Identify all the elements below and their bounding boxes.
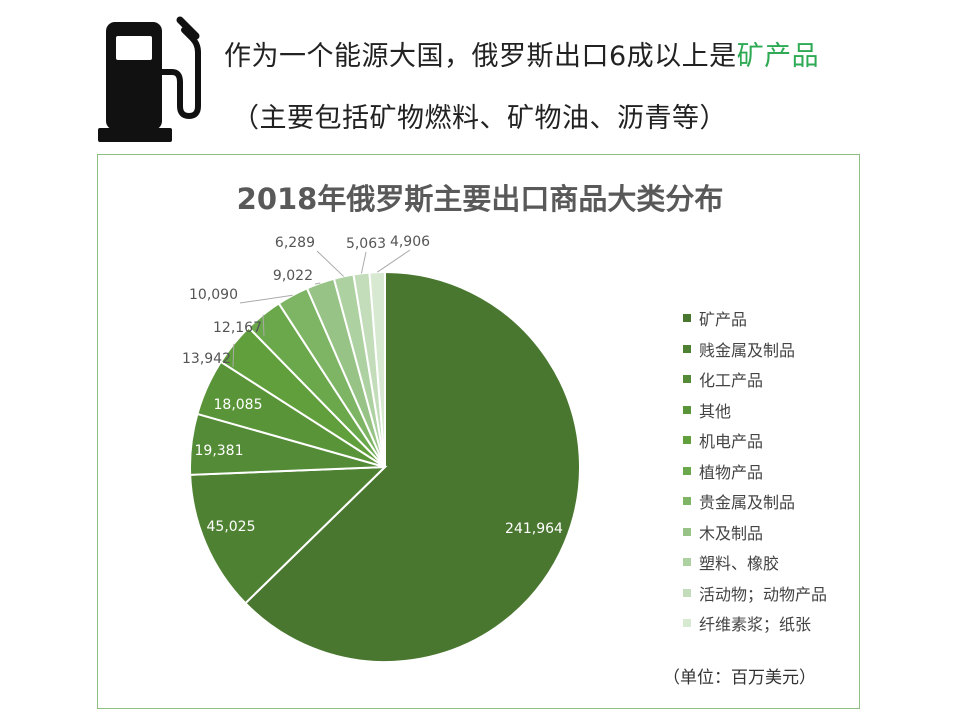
- legend-item: 机电产品: [683, 425, 827, 456]
- legend-swatch: [683, 436, 691, 445]
- legend-swatch: [683, 314, 691, 323]
- legend-label: 纤维素浆；纸张: [699, 615, 812, 635]
- legend-swatch: [683, 588, 691, 597]
- leader-line: [376, 249, 411, 273]
- data-label: 6,289: [275, 235, 315, 251]
- legend-label: 木及制品: [699, 523, 764, 543]
- legend-item: 贱金属及制品: [683, 334, 827, 365]
- chart-title: 2018年俄罗斯主要出口商品大类分布: [236, 182, 724, 216]
- legend-label: 机电产品: [699, 432, 764, 452]
- legend-swatch: [683, 527, 691, 536]
- leader-line: [316, 250, 345, 277]
- legend-label: 塑料、橡胶: [699, 554, 780, 574]
- legend-label: 化工产品: [699, 371, 764, 391]
- leader-line: [360, 251, 367, 274]
- fuel-pump-icon: [98, 16, 201, 142]
- data-label: 19,381: [195, 443, 244, 459]
- legend-swatch: [683, 466, 691, 475]
- leader-line: [262, 314, 265, 337]
- data-label: 13,942: [182, 351, 231, 367]
- legend-item: 矿产品: [683, 303, 827, 334]
- legend-item: 植物产品: [683, 456, 827, 487]
- unit-note: （单位：百万美元）: [663, 668, 816, 688]
- data-label: 241,964: [505, 521, 563, 537]
- headline: 作为一个能源大国，俄罗斯出口6成以上是矿产品: [224, 34, 819, 73]
- data-label: 45,025: [207, 519, 256, 535]
- legend-swatch: [683, 375, 691, 384]
- legend-item: 其他: [683, 395, 827, 426]
- legend-swatch: [683, 558, 691, 567]
- legend-item: 纤维素浆；纸张: [683, 608, 827, 639]
- pie-slice: [244, 270, 581, 663]
- data-label: 5,063: [346, 236, 386, 252]
- legend-item: 贵金属及制品: [683, 486, 827, 517]
- legend-label: 活动物；动物产品: [699, 584, 828, 604]
- legend-item: 木及制品: [683, 517, 827, 548]
- legend-label: 其他: [699, 401, 732, 421]
- legend-swatch: [683, 497, 691, 506]
- data-label: 18,085: [214, 397, 263, 413]
- chart-legend: 矿产品贱金属及制品 化工产品其他机电产品植物产品贵金属及制品 木及制品塑料、橡胶活动…: [683, 303, 827, 639]
- data-label: 4,906: [390, 234, 430, 250]
- chart-frame: [97, 154, 860, 709]
- data-label: 12,167: [213, 320, 262, 336]
- legend-swatch: [683, 619, 691, 628]
- leader-line: [239, 294, 293, 304]
- legend-item: 化工产品: [683, 364, 827, 395]
- pie-slice: [189, 465, 388, 605]
- legend-label: 矿产品: [699, 310, 748, 330]
- leader-line: [314, 282, 321, 285]
- legend-label: 贵金属及制品: [699, 493, 796, 513]
- data-label: 10,090: [189, 287, 238, 303]
- legend-label: 植物产品: [699, 462, 764, 482]
- legend-swatch: [683, 405, 691, 414]
- leader-line: [232, 343, 235, 368]
- data-label: 9,022: [273, 268, 313, 284]
- legend-item: 塑料、橡胶: [683, 547, 827, 578]
- legend-item: 活动物；动物产品: [683, 578, 827, 609]
- headline-highlight: 矿产品: [736, 41, 820, 72]
- legend-label: 贱金属及制品: [699, 340, 796, 360]
- legend-swatch: [683, 344, 691, 353]
- headline-main: 作为一个能源大国，俄罗斯出口6成以上是: [224, 41, 737, 72]
- subhead: （主要包括矿物燃料、矿物油、沥青等）: [232, 103, 727, 134]
